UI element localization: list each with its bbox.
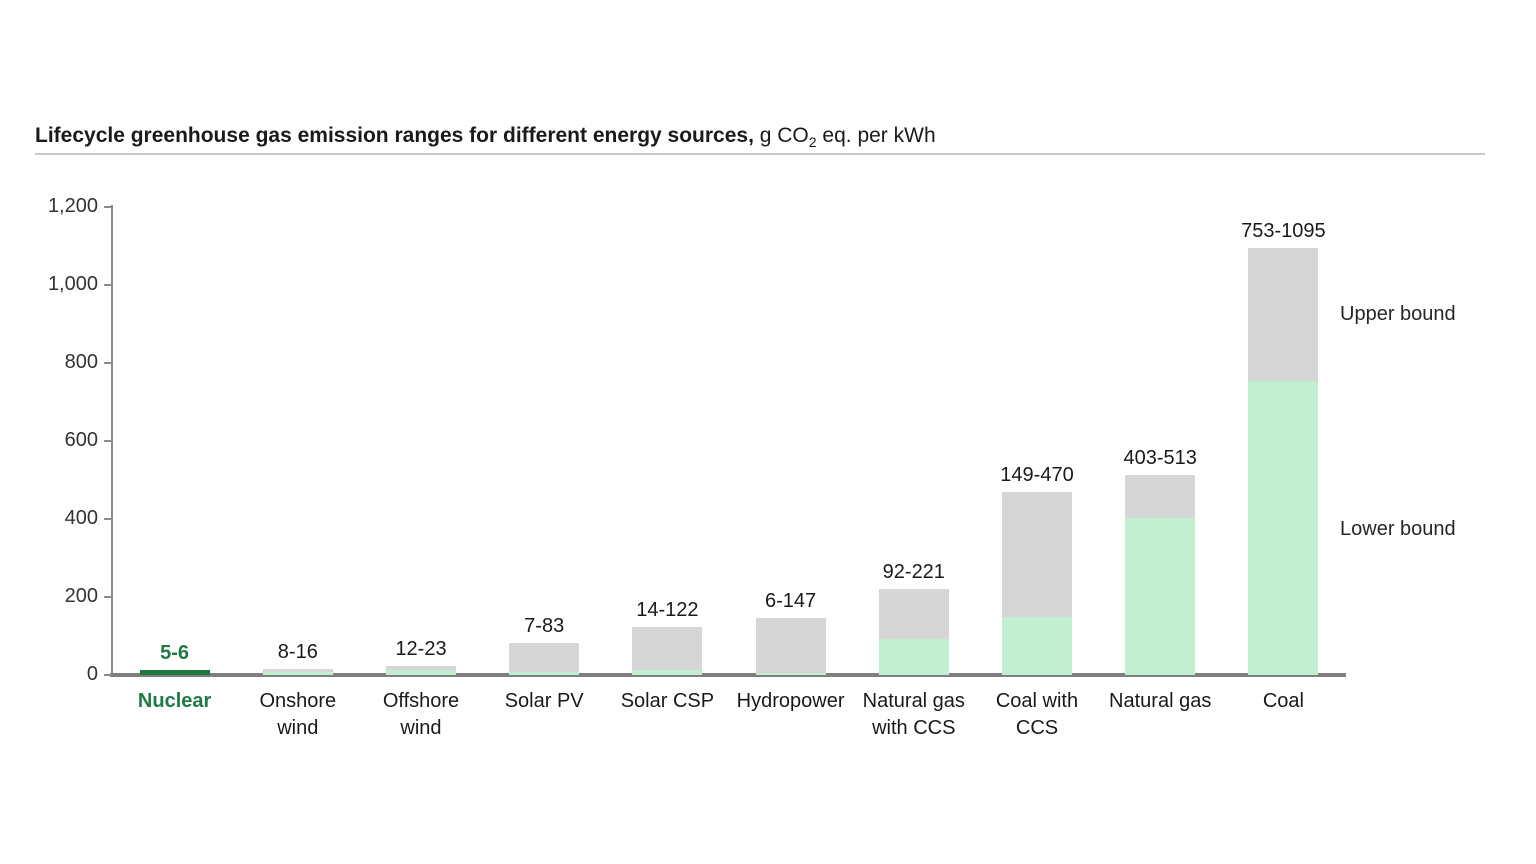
bar-lower-bound-segment <box>386 670 456 675</box>
bar-range-value-label: 149-470 <box>1000 463 1074 486</box>
chart-title: Lifecycle greenhouse gas emission ranges… <box>35 124 936 150</box>
y-axis-tick-mark <box>104 206 112 208</box>
category-label: Solar CSP <box>602 688 732 715</box>
bar-lower-bound-segment <box>1125 517 1196 675</box>
lower-bound-annotation: Lower bound <box>1340 518 1456 540</box>
bar-upper-bound-segment <box>878 588 949 640</box>
bar-upper-bound-segment <box>1248 247 1319 382</box>
bar-range-value-label: 8-16 <box>277 640 318 663</box>
category-label: Onshore wind <box>233 688 363 742</box>
bar-range-value-label: 5-6 <box>160 642 190 664</box>
category-label-line: Hydropower <box>736 690 845 712</box>
y-axis-tick-mark <box>104 440 112 442</box>
category-label-line: Coal <box>1262 690 1304 712</box>
y-axis-tick-mark <box>104 362 112 364</box>
category-label-line: Nuclear <box>137 690 212 712</box>
y-axis-tick-label: 1,000 <box>47 273 98 295</box>
y-axis-tick-mark <box>104 596 112 598</box>
bar-upper-bound-segment <box>1125 474 1196 518</box>
category-label: Hydropower <box>726 688 856 715</box>
category-label: Nuclear <box>110 688 240 715</box>
bar-range-value-label: 6-147 <box>765 589 817 612</box>
y-axis-tick-label: 800 <box>64 351 98 373</box>
bar-lower-bound-segment <box>878 639 949 675</box>
category-label: Coal with CCS <box>972 688 1102 742</box>
category-label: Natural gas <box>1095 688 1225 715</box>
category-label-line: wind <box>277 717 319 739</box>
category-label-line: Onshore <box>259 690 337 712</box>
bar-highlight-segment <box>139 670 210 675</box>
upper-bound-annotation: Upper bound <box>1340 303 1456 325</box>
bar-upper-bound-segment <box>262 668 333 672</box>
chart-title-main: Lifecycle greenhouse gas emission ranges… <box>35 124 754 147</box>
bar-upper-bound-segment <box>1002 491 1072 617</box>
category-label-line: Natural gas <box>862 690 965 712</box>
category-label: Offshore wind <box>356 688 486 742</box>
y-axis-tick-label: 600 <box>64 429 98 451</box>
chart-title-unit-subscript: 2 <box>808 134 817 151</box>
y-axis-tick-label: 0 <box>86 663 98 685</box>
y-axis-tick-label: 400 <box>64 507 98 529</box>
category-label: Coal <box>1218 688 1348 715</box>
title-divider-line <box>35 153 1485 155</box>
category-label: Natural gas with CCS <box>849 688 979 742</box>
bar-lower-bound-segment <box>509 672 580 675</box>
bar-upper-bound-segment <box>386 666 456 671</box>
category-label-line: Solar CSP <box>620 690 715 712</box>
category-label-line: Offshore <box>382 690 460 712</box>
category-label-line: wind <box>400 717 442 739</box>
x-axis-baseline <box>110 673 1346 677</box>
category-label-line: Solar PV <box>504 690 584 712</box>
bar-range-value-label: 403-513 <box>1123 446 1197 469</box>
bar-range-value-label: 12-23 <box>395 638 447 661</box>
bar-range-value-label: 7-83 <box>524 614 565 637</box>
category-label: Solar PV <box>479 688 609 715</box>
y-axis-tick-mark <box>104 674 112 676</box>
y-axis-line <box>111 205 113 676</box>
bar-range-value-label: 92-221 <box>882 560 945 583</box>
category-label-line: with CCS <box>872 717 956 739</box>
bar-lower-bound-segment <box>1248 381 1319 675</box>
chart-title-unit-suffix: eq. per kWh <box>816 124 936 147</box>
bar-upper-bound-segment <box>509 642 580 673</box>
category-label-line: CCS <box>1015 717 1059 739</box>
bar-lower-bound-segment <box>262 671 333 675</box>
y-axis-tick-mark <box>104 518 112 520</box>
bar-upper-bound-segment <box>632 627 703 670</box>
bar-range-value-label: 14-122 <box>636 599 699 622</box>
chart-title-unit-prefix: g CO <box>753 124 809 147</box>
y-axis-tick-mark <box>104 284 112 286</box>
bar-upper-bound-segment <box>755 617 826 673</box>
bar-lower-bound-segment <box>755 672 826 675</box>
bar-lower-bound-segment <box>632 669 703 675</box>
category-label-line: Coal with <box>995 690 1079 712</box>
bar-range-value-label: 753-1095 <box>1241 219 1326 242</box>
y-axis-tick-label: 1,200 <box>47 195 98 217</box>
bar-lower-bound-segment <box>1002 616 1072 675</box>
category-label-line: Natural gas <box>1109 690 1212 712</box>
y-axis-tick-label: 200 <box>64 585 98 607</box>
